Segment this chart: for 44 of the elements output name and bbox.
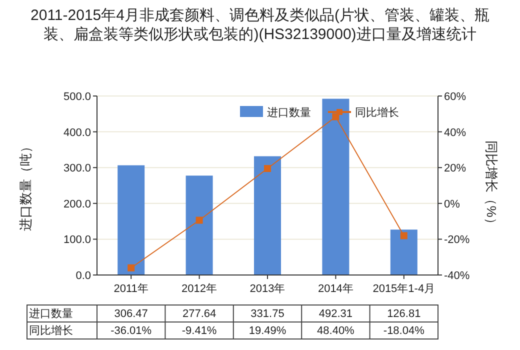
chart-title: 2011-2015年4月非成套颜料、调色料及类似品(片状、管装、罐装、瓶装、扁盒装等类似形状或包装的)(HS32139000)进口量及增速统计 bbox=[30, 6, 490, 44]
x-tick-label: 2015年1-4月 bbox=[372, 283, 436, 295]
text: 同比增长 bbox=[29, 325, 73, 337]
data-label: 277.64 bbox=[182, 308, 216, 320]
data-label: 126.81 bbox=[387, 308, 421, 320]
y-axis-title: 进口数量（吨） bbox=[18, 140, 33, 231]
data-label: 19.49% bbox=[248, 325, 286, 337]
x-tick-label: 2012年 bbox=[182, 283, 218, 295]
y2-tick-label: 40% bbox=[444, 126, 466, 139]
point bbox=[400, 232, 408, 240]
y-tick-label: 400.0 bbox=[63, 126, 91, 139]
x-tick-label: 2013年 bbox=[250, 283, 286, 295]
y-tick-label: 200.0 bbox=[63, 198, 91, 210]
data-label: -9.41% bbox=[182, 325, 217, 337]
y-tick-label: 300.0 bbox=[63, 162, 91, 175]
x-tick-label: 2014年 bbox=[318, 283, 354, 295]
data-label: 306.47 bbox=[114, 308, 148, 320]
bar bbox=[390, 230, 418, 275]
data-label: 331.75 bbox=[250, 308, 284, 320]
bar bbox=[254, 156, 281, 275]
y2-tick-label: 20% bbox=[444, 162, 466, 175]
y2-axis-title: 同比增长（%） bbox=[484, 140, 499, 230]
y2-tick-label: -20% bbox=[444, 234, 470, 246]
point bbox=[196, 216, 203, 224]
y-tick-label: 100.0 bbox=[63, 234, 91, 246]
data-label: -18.04% bbox=[383, 325, 425, 337]
legend-label: 同比增长 bbox=[355, 106, 399, 119]
bar bbox=[118, 165, 145, 275]
bar bbox=[186, 176, 213, 275]
data-label: -36.01% bbox=[110, 325, 152, 337]
y2-tick-label: 60% bbox=[444, 91, 466, 103]
point bbox=[128, 264, 135, 272]
y2-tick-label: -40% bbox=[444, 270, 470, 282]
legend-label: 进口数量 bbox=[267, 106, 311, 119]
y-tick-label: 500.0 bbox=[63, 91, 91, 103]
point bbox=[264, 165, 271, 172]
text: 进口数量 bbox=[29, 308, 73, 320]
y-tick-label: 0.0 bbox=[76, 270, 91, 282]
x-tick-label: 2011年 bbox=[114, 283, 148, 295]
data-label: 492.31 bbox=[318, 308, 353, 320]
y2-tick-label: 0% bbox=[444, 198, 460, 210]
bar bbox=[322, 98, 350, 275]
point bbox=[332, 113, 340, 120]
data-label: 48.40% bbox=[317, 325, 355, 337]
